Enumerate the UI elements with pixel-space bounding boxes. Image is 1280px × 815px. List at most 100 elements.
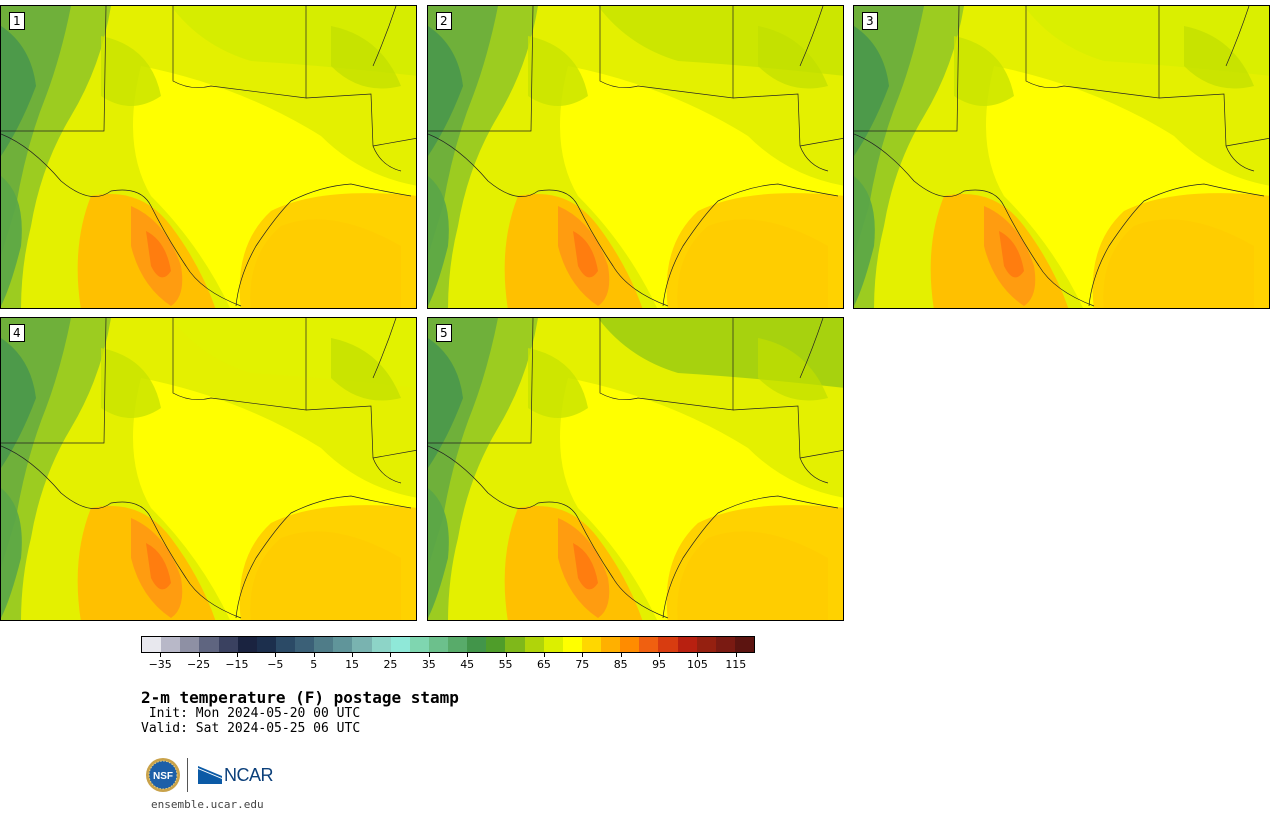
colorbar-ticks: −35 −25 −15 −5 5 15 25 35 45 55 65 75 85 95 105 115 — [141, 653, 755, 677]
border-line — [428, 133, 669, 307]
colorbar-swatch — [333, 637, 353, 652]
border-line — [599, 6, 734, 99]
panel-label: 2 — [436, 12, 452, 30]
border-line — [428, 445, 669, 619]
temperature-map — [1, 6, 416, 308]
temperature-map — [1, 318, 416, 620]
colorbar-swatch — [524, 637, 544, 652]
colorbar-tick-label: 55 — [498, 658, 513, 671]
border-line — [662, 183, 839, 307]
colorbar-swatch — [218, 637, 238, 652]
panel-4: 4 — [0, 317, 417, 621]
colorbar-swatch — [715, 637, 735, 652]
colorbar-swatch — [696, 637, 716, 652]
colorbar-swatch — [409, 637, 429, 652]
colorbar-tick — [735, 653, 737, 657]
colorbar-swatch — [428, 637, 448, 652]
panel-5: 5 — [427, 317, 844, 621]
colorbar-swatch — [180, 637, 200, 652]
panel-label: 1 — [9, 12, 25, 30]
panel-1: 1 — [0, 5, 417, 309]
border-line — [1225, 6, 1250, 67]
colorbar-swatch — [562, 637, 582, 652]
colorbar-swatch — [601, 637, 621, 652]
border-line — [372, 318, 397, 379]
colorbar-swatch — [352, 637, 372, 652]
panel-label: 4 — [9, 324, 25, 342]
colorbar-tick-label: 105 — [686, 658, 708, 671]
border-line — [1, 445, 242, 619]
colorbar-swatch — [314, 637, 334, 652]
colorbar-tick — [236, 653, 238, 657]
border-line — [662, 495, 839, 619]
colorbar-tick — [198, 653, 200, 657]
colorbar-swatch — [371, 637, 391, 652]
colorbar-swatch — [237, 637, 257, 652]
colorbar-tick-label: 95 — [652, 658, 667, 671]
border-line — [1, 133, 242, 307]
panel-label: 3 — [862, 12, 878, 30]
temperature-map — [428, 6, 843, 308]
border-line — [1088, 183, 1265, 307]
border-line — [235, 495, 412, 619]
colorbar-swatch — [295, 637, 315, 652]
colorbar-tick — [505, 653, 507, 657]
border-line — [854, 6, 960, 132]
border-line — [599, 318, 734, 411]
colorbar-swatch — [486, 637, 506, 652]
colorbar-tick — [160, 653, 162, 657]
panel-2: 2 — [427, 5, 844, 309]
border-line — [799, 318, 824, 379]
colorbar-swatch — [505, 637, 525, 652]
colorbar-tick-label: 35 — [421, 658, 436, 671]
colorbar-tick-label: −35 — [148, 658, 172, 671]
valid-time: Valid: Sat 2024-05-25 06 UTC — [141, 721, 361, 736]
colorbar-swatch — [581, 637, 601, 652]
colorbar-tick — [313, 653, 315, 657]
colorbar-swatch — [543, 637, 563, 652]
colorbar-tick — [390, 653, 392, 657]
colorbar-tick-label: 115 — [725, 658, 747, 671]
chart-title: 2-m temperature (F) postage stamp — [141, 688, 459, 707]
colorbar-swatch — [734, 637, 754, 652]
colorbar-tick-label: −5 — [267, 658, 284, 671]
border-line — [1, 318, 107, 444]
border-line — [372, 6, 397, 67]
nsf-seal-icon: NSF — [146, 758, 180, 792]
border-line — [235, 183, 412, 307]
border-line — [799, 450, 843, 459]
border-line — [172, 6, 307, 99]
colorbar-swatches — [141, 636, 755, 653]
border-line — [799, 6, 824, 67]
colorbar-swatch — [199, 637, 219, 652]
colorbar-swatch — [620, 637, 640, 652]
logo-divider — [187, 758, 188, 792]
init-time: Init: Mon 2024-05-20 00 UTC — [141, 706, 361, 721]
colorbar-tick-label: 15 — [345, 658, 360, 671]
colorbar-swatch — [390, 637, 410, 652]
border-line — [1025, 6, 1160, 99]
temperature-map — [428, 318, 843, 620]
colorbar-swatch — [467, 637, 487, 652]
colorbar-tick-label: 85 — [613, 658, 628, 671]
border-line — [1225, 138, 1269, 147]
colorbar-tick-label: 5 — [310, 658, 318, 671]
colorbar-tick — [352, 653, 354, 657]
border-line — [799, 138, 843, 147]
colorbar: −35 −25 −15 −5 5 15 25 35 45 55 65 75 85 95 105 115 — [141, 636, 755, 677]
nsf-ncar-logo: NSF NCAR — [145, 756, 274, 794]
colorbar-tick — [582, 653, 584, 657]
colorbar-tick-label: −15 — [225, 658, 249, 671]
colorbar-tick — [659, 653, 661, 657]
colorbar-tick — [543, 653, 545, 657]
site-url: ensemble.ucar.edu — [151, 798, 264, 811]
colorbar-swatch — [142, 637, 162, 652]
colorbar-swatch — [677, 637, 697, 652]
colorbar-swatch — [256, 637, 276, 652]
colorbar-tick — [697, 653, 699, 657]
panel-label: 5 — [436, 324, 452, 342]
border-line — [372, 450, 416, 459]
colorbar-swatch — [161, 637, 181, 652]
colorbar-swatch — [658, 637, 678, 652]
colorbar-tick-label: 45 — [460, 658, 475, 671]
